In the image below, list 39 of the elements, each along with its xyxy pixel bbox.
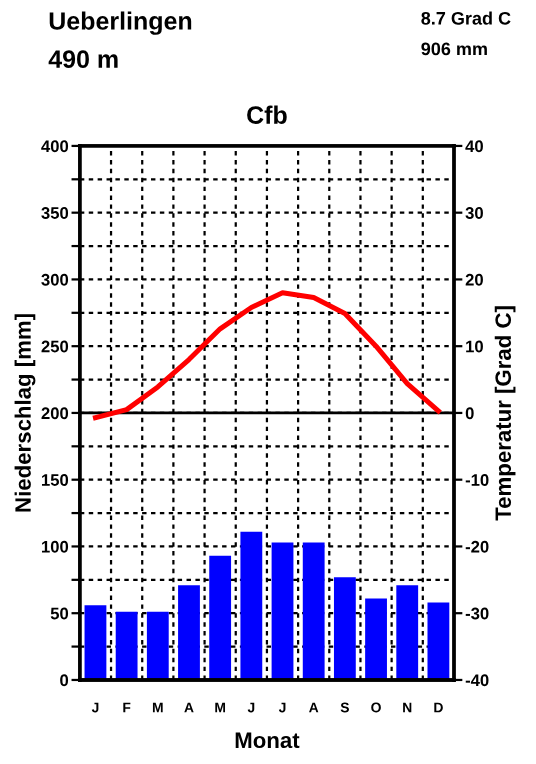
- y2-tick-label: -20: [465, 540, 489, 553]
- y-tick-label: 350: [41, 207, 69, 219]
- y2-tick-label: 10: [466, 340, 483, 353]
- y2-tick-label: 40: [465, 140, 483, 153]
- y2-axis-title: Temperatur [Grad C]: [494, 306, 516, 521]
- y2-tick-label: -10: [465, 474, 489, 486]
- bar: [115, 611, 138, 680]
- y-tick-label: 300: [41, 273, 69, 286]
- text: 490 m: [48, 50, 118, 69]
- bar: [146, 611, 169, 680]
- x-axis-title: Monat: [235, 732, 300, 749]
- y-tick-label: 400: [41, 140, 69, 153]
- bar: [333, 577, 356, 680]
- bar: [302, 542, 325, 680]
- text: 906 mm: [421, 42, 487, 56]
- y-axis-title: Niederschlag [mm]: [14, 314, 36, 512]
- bar: [178, 585, 200, 680]
- y-tick-label: 200: [41, 407, 69, 420]
- y2-tick-label: 20: [465, 273, 483, 286]
- bar: [240, 531, 263, 680]
- y-tick-label: 50: [50, 607, 69, 620]
- bar: [271, 542, 294, 680]
- y-tick-label: 100: [42, 540, 69, 553]
- y2-tick-label: -40: [465, 674, 489, 687]
- bar: [365, 598, 387, 680]
- y-tick-label: 150: [42, 474, 69, 486]
- bar: [209, 555, 232, 680]
- y2-tick-label: 0: [465, 407, 474, 420]
- y-tick-label: 250: [41, 340, 69, 353]
- line-series: [92, 290, 441, 421]
- y-tick-label: 0: [60, 674, 69, 687]
- text: Ueberlingen: [49, 11, 192, 35]
- bar: [427, 602, 450, 680]
- chart-title: Cfb: [247, 105, 287, 124]
- text: 8.7 Grad C: [421, 11, 511, 25]
- bar: [396, 585, 419, 680]
- bar: [84, 605, 107, 680]
- y2-tick-label: 30: [465, 207, 483, 219]
- y2-tick-label: -30: [465, 607, 489, 620]
